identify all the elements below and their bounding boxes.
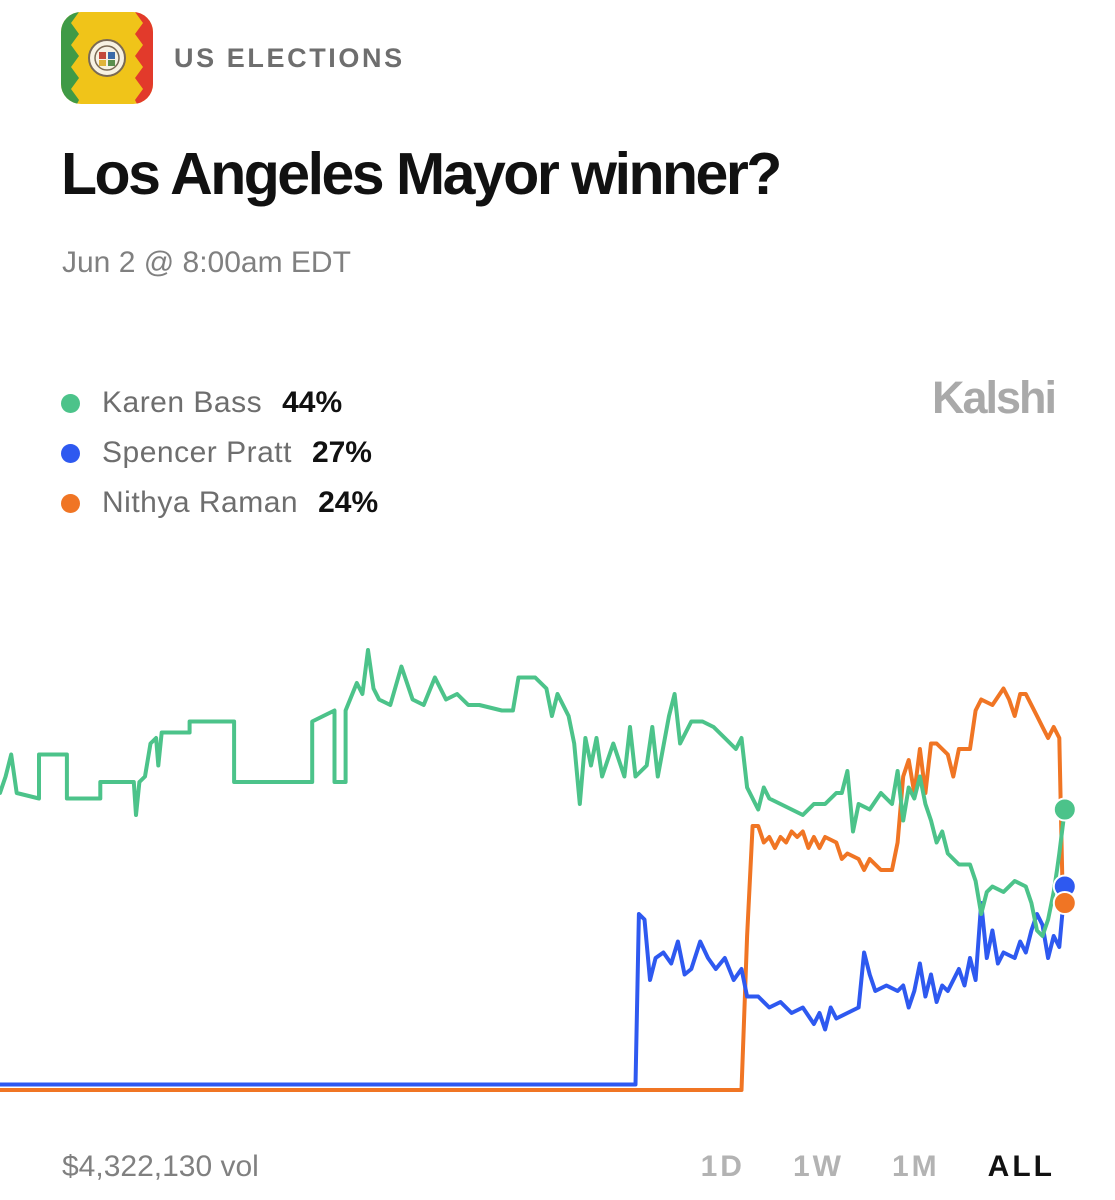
range-tab-1d[interactable]: 1D <box>700 1150 745 1183</box>
price-chart <box>0 648 1077 1092</box>
legend-name: Nithya Raman <box>102 486 299 519</box>
range-tab-1w[interactable]: 1W <box>792 1150 844 1183</box>
legend-value: 27% <box>311 436 372 469</box>
legend-dot-nithya-raman <box>61 493 80 513</box>
time-range-tabs: 1D 1W 1M ALL <box>653 1150 1055 1184</box>
event-date: Jun 2 @ 8:00am EDT <box>62 246 351 279</box>
legend-name: Karen Bass <box>102 386 263 419</box>
series-endpoint-karen-bass <box>1052 797 1077 822</box>
legend-name: Spencer Pratt <box>102 436 292 469</box>
series-endpoint-nithya-raman <box>1052 891 1077 915</box>
legend-dot-spencer-pratt <box>61 443 80 463</box>
legend-dot-karen-bass <box>61 393 80 413</box>
los-angeles-flag-icon <box>61 12 153 104</box>
series-line-karen-bass <box>0 648 1067 938</box>
legend-item-spencer-pratt: Spencer Pratt 27% <box>61 428 378 478</box>
legend-item-karen-bass: Karen Bass 44% <box>61 378 378 428</box>
brand-logo: Kalshi <box>931 372 1057 423</box>
legend-value: 44% <box>282 386 343 419</box>
legend-value: 24% <box>318 486 379 519</box>
chart-legend: Karen Bass 44% Spencer Pratt 27% Nithya … <box>61 378 378 528</box>
range-tab-all[interactable]: ALL <box>987 1150 1055 1183</box>
series-line-nithya-raman <box>0 686 1067 1092</box>
range-tab-1m[interactable]: 1M <box>891 1150 940 1183</box>
volume-label: $4,322,130 vol <box>62 1150 259 1183</box>
page-title: Los Angeles Mayor winner? <box>61 141 782 207</box>
series-line-spencer-pratt <box>0 884 1067 1087</box>
legend-item-nithya-raman: Nithya Raman 24% <box>61 478 378 528</box>
category-label: US ELECTIONS <box>174 43 405 73</box>
